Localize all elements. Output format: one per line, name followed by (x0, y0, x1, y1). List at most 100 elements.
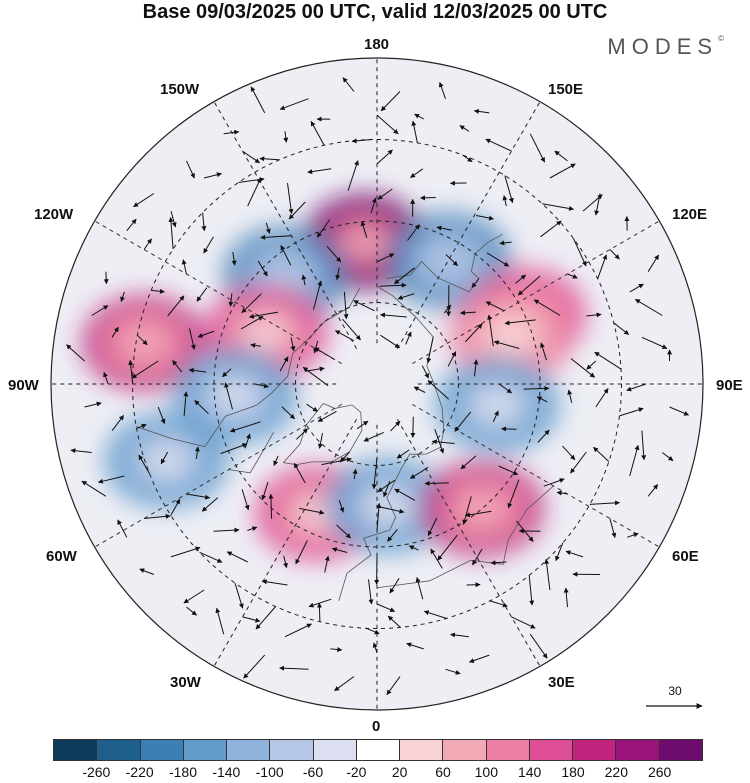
lon-label-0: 0 (372, 718, 381, 735)
wind-arrow (242, 616, 261, 623)
colorbar-tick-label: 180 (561, 764, 585, 780)
wind-arrow (222, 368, 232, 378)
wind-arrow (379, 282, 407, 288)
colorbar-tick-label: 140 (517, 764, 542, 780)
wind-arrow (537, 429, 550, 443)
wind-arrow (544, 558, 551, 591)
anomaly-n-pacific-high (338, 221, 391, 262)
wind-arrow (464, 323, 483, 343)
wind-arrow (293, 462, 306, 484)
wind-arrow (427, 517, 438, 537)
anomaly-bering-low (422, 240, 475, 281)
wind-arrow (413, 386, 426, 393)
wind-arrow (197, 330, 215, 338)
wind-arrow (426, 336, 434, 364)
wind-arrow (549, 163, 576, 179)
wind-arrow (555, 542, 564, 562)
wind-arrow (445, 254, 458, 267)
wind-arrow (310, 120, 325, 146)
wind-arrow (594, 351, 622, 370)
wind-arrow (351, 138, 371, 144)
wind-arrow (383, 480, 391, 498)
wind-arrow (487, 314, 494, 347)
wind-arrow (136, 423, 147, 430)
wind-arrow (434, 429, 445, 454)
wind-arrow (460, 455, 477, 470)
wind-arrow (194, 446, 200, 459)
colorbar-tick-label: -260 (82, 764, 111, 780)
wind-arrow (120, 291, 125, 302)
wind-arrow (181, 259, 187, 275)
wind-arrow (437, 534, 458, 561)
wind-arrow (343, 291, 349, 320)
wind-arrow (540, 342, 547, 361)
wind-arrow (353, 300, 375, 312)
wind-arrow (380, 334, 401, 349)
wind-arrow (386, 676, 401, 696)
wind-arrow (563, 587, 569, 608)
wind-arrow (203, 172, 222, 179)
wind-arrow (415, 577, 424, 600)
wind-arrow (299, 507, 325, 515)
wind-arrow (542, 203, 574, 211)
wind-arrow (254, 383, 269, 389)
wind-arrow (661, 452, 674, 462)
lon-label-30e: 30E (548, 674, 575, 691)
wind-arrow (376, 603, 396, 612)
wind-arrow (137, 334, 148, 346)
lon-label-60w: 60W (46, 548, 77, 565)
anomaly-us-east-low (140, 440, 193, 481)
wind-arrow (498, 465, 519, 476)
wind-arrow (410, 416, 416, 438)
wind-arrow (261, 579, 288, 586)
wind-arrow (183, 589, 205, 604)
wind-arrow (103, 371, 109, 385)
colorbar-swatch (269, 739, 313, 761)
wind-arrow (250, 86, 266, 114)
colorbar-ticks: -260 -220 -180 -140 -100 -60 -20 20 60 100 140 180 2… (0, 764, 750, 782)
wind-arrow (485, 138, 512, 152)
wind-arrow (420, 195, 436, 201)
wind-arrow (397, 293, 415, 300)
wind-arrow (352, 468, 358, 480)
lon-label-90e: 90E (716, 377, 743, 394)
wind-arrow (529, 133, 546, 163)
wind-arrow (186, 606, 197, 616)
wind-arrow (371, 457, 378, 490)
wind-arrow (410, 168, 424, 179)
wind-arrow (273, 455, 279, 466)
wind-arrow (334, 676, 355, 692)
wind-arrow (377, 479, 396, 493)
lon-label-60e: 60E (672, 548, 699, 565)
wind-arrow (168, 216, 174, 250)
wind-arrow (370, 197, 377, 214)
wind-arrow (342, 318, 361, 341)
wind-arrow (224, 382, 233, 410)
wind-arrow (295, 540, 308, 565)
wind-arrow (613, 322, 630, 335)
wind-arrow (70, 448, 92, 454)
wind-arrow (283, 131, 289, 143)
wind-arrow (634, 298, 663, 316)
wind-arrow (543, 478, 565, 487)
wind-arrow (317, 433, 323, 449)
colorbar-swatch (658, 739, 703, 761)
wind-arrow (565, 550, 584, 558)
colorbar-swatch (182, 739, 227, 761)
wind-arrow (387, 615, 401, 628)
wind-arrow (172, 360, 183, 373)
wind-arrow (339, 451, 350, 463)
wind-arrow (407, 224, 420, 241)
wind-arrow (377, 188, 393, 200)
wind-arrow (641, 430, 647, 461)
colorbar-swatch (399, 739, 443, 761)
wind-arrow (408, 545, 419, 551)
wind-arrow (376, 253, 395, 263)
wind-arrow (111, 326, 119, 338)
wind-arrow (157, 406, 166, 425)
map-title: Base 09/03/2025 00 UTC, valid 12/03/2025… (142, 1, 608, 23)
wind-arrow (582, 194, 603, 212)
wind-arrow (411, 120, 418, 144)
wind-arrow (111, 415, 124, 432)
wind-arrow (396, 449, 410, 459)
